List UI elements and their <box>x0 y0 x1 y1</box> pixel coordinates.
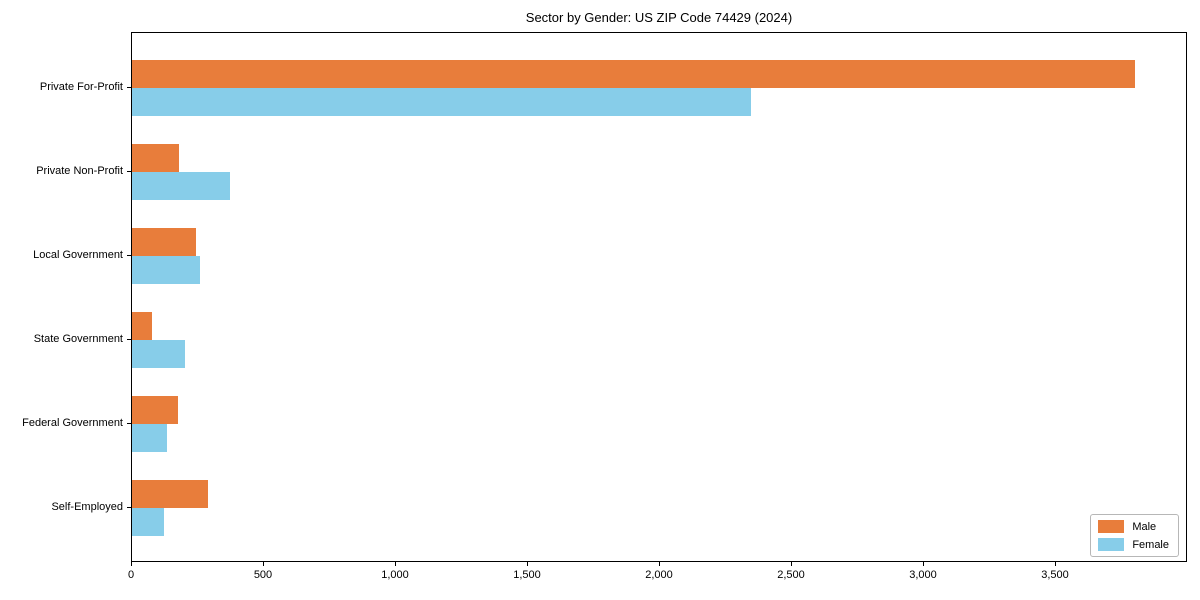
x-tick-label-3-500: 3,500 <box>1041 569 1069 581</box>
x-tick-label-2-500: 2,500 <box>777 569 805 581</box>
plot-area: Male Female <box>131 32 1187 562</box>
bar-female-state-government <box>132 340 186 368</box>
x-tick-label-2-000: 2,000 <box>645 569 673 581</box>
male-color-swatch <box>1098 520 1125 533</box>
y-axis-label-private-for-profit: Private For-Profit <box>39 80 123 93</box>
x-tick-mark <box>923 562 924 566</box>
legend-label-male: Male <box>1132 520 1157 533</box>
bar-female-private-for-profit <box>132 88 751 116</box>
legend: Male Female <box>1090 514 1179 557</box>
legend-entry-female: Female <box>1098 538 1169 551</box>
y-tick-mark <box>127 255 131 256</box>
bar-male-private-non-profit <box>132 144 180 172</box>
y-tick-mark <box>127 423 131 424</box>
bar-male-local-government <box>132 228 196 256</box>
x-tick-mark <box>131 562 132 566</box>
x-tick-mark <box>263 562 264 566</box>
y-axis-label-private-non-profit: Private Non-Profit <box>36 164 123 177</box>
legend-label-female: Female <box>1132 538 1169 551</box>
x-tick-label-0: 0 <box>127 569 135 581</box>
x-tick-mark <box>527 562 528 566</box>
y-axis-label-federal-government: Federal Government <box>22 416 123 429</box>
female-color-swatch <box>1098 538 1125 551</box>
x-tick-label-500: 500 <box>253 569 273 581</box>
chart-title: Sector by Gender: US ZIP Code 74429 (202… <box>525 10 793 25</box>
bar-male-federal-government <box>132 396 178 424</box>
bar-female-local-government <box>132 256 200 284</box>
bar-male-self-employed <box>132 480 209 508</box>
x-tick-mark <box>1055 562 1056 566</box>
x-tick-mark <box>395 562 396 566</box>
bar-female-federal-government <box>132 424 168 452</box>
y-tick-mark <box>127 339 131 340</box>
y-axis-label-local-government: Local Government <box>33 248 123 261</box>
bar-male-state-government <box>132 312 153 340</box>
y-axis-label-self-employed: Self-Employed <box>51 500 123 513</box>
x-tick-label-1-000: 1,000 <box>381 569 409 581</box>
x-tick-mark <box>791 562 792 566</box>
x-tick-label-1-500: 1,500 <box>513 569 541 581</box>
bar-female-self-employed <box>132 508 165 536</box>
legend-entry-male: Male <box>1098 520 1169 533</box>
x-tick-label-3-000: 3,000 <box>909 569 937 581</box>
y-axis-label-state-government: State Government <box>33 332 123 345</box>
y-tick-mark <box>127 507 131 508</box>
bar-female-private-non-profit <box>132 172 231 200</box>
y-tick-mark <box>127 171 131 172</box>
x-tick-mark <box>659 562 660 566</box>
bar-male-private-for-profit <box>132 60 1136 88</box>
y-tick-mark <box>127 87 131 88</box>
